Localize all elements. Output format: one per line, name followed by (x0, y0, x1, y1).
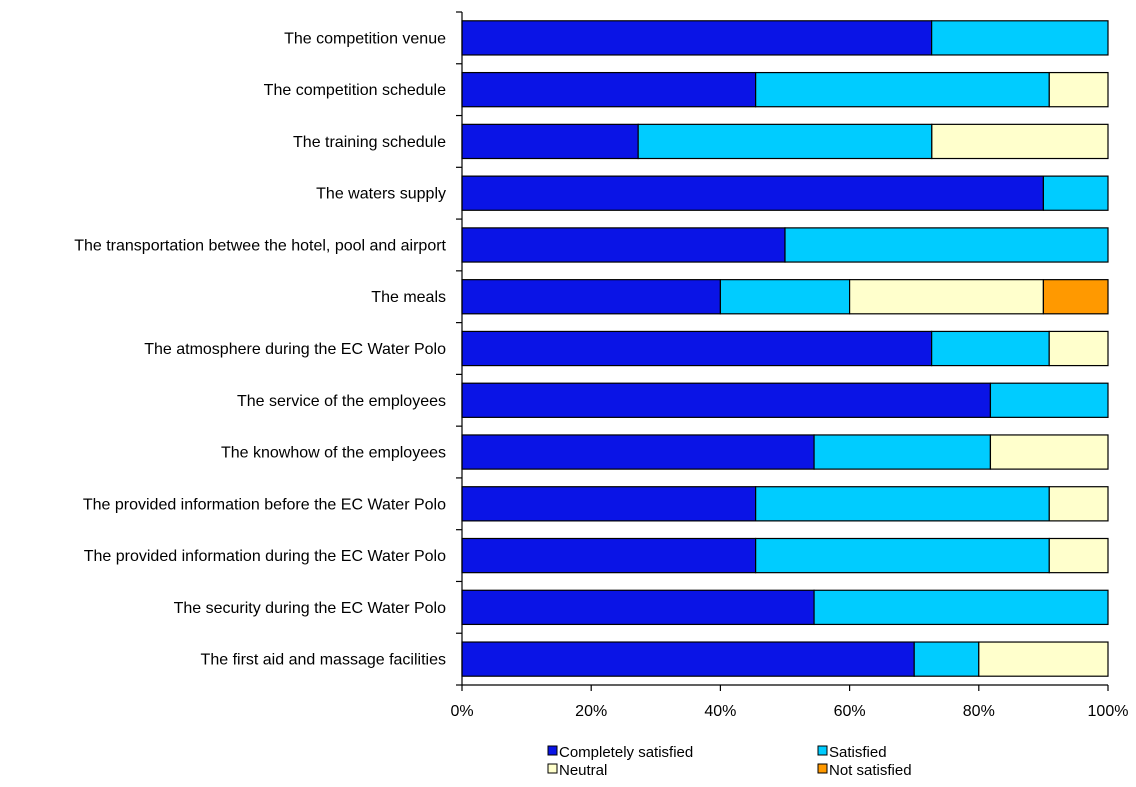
bars-group (461, 20, 1109, 677)
category-label: The service of the employees (237, 393, 446, 410)
bar-segment (784, 227, 1109, 263)
bar-segment (461, 641, 915, 677)
bar-segment (461, 175, 1045, 211)
category-label: The transportation betwee the hotel, poo… (74, 237, 446, 254)
bar-segment (978, 641, 1109, 677)
bar-segment (755, 71, 1050, 108)
x-axis: 0% 20% 40% 60% 80% 100% (450, 11, 1129, 720)
category-label: The security during the EC Water Polo (174, 600, 447, 617)
bar-segment (989, 382, 1109, 418)
bar-segment (1042, 175, 1109, 211)
bar-segment (1042, 279, 1109, 315)
category-label: The provided information before the EC W… (83, 496, 446, 513)
bar-segment (931, 330, 1050, 367)
category-label: The training schedule (293, 134, 446, 151)
x-tick-label: 100% (1088, 703, 1129, 720)
bar-segment (813, 434, 992, 470)
bar-segment (461, 71, 757, 108)
bar-segment (931, 20, 1109, 56)
bar-segment (461, 382, 992, 418)
category-label: The competition schedule (264, 82, 446, 99)
x-tick-label: 60% (834, 703, 866, 720)
legend-label: Completely satisfied (559, 744, 693, 761)
bar-segment (755, 486, 1050, 522)
category-label: The first aid and massage facilities (201, 652, 446, 669)
bar-segment (461, 123, 639, 160)
bar-segment (989, 434, 1109, 470)
category-label: The knowhow of the employees (221, 445, 446, 462)
category-label: The atmosphere during the EC Water Polo (144, 341, 446, 358)
category-label: The provided information during the EC W… (84, 548, 446, 565)
bar-segment (1048, 330, 1109, 367)
bar-segment (461, 227, 786, 263)
bar-segment (461, 434, 815, 470)
bar-segment (913, 641, 980, 677)
bar-segment (637, 123, 933, 160)
x-tick-label: 80% (963, 703, 995, 720)
bar-segment (1048, 486, 1109, 522)
bar-segment (461, 589, 815, 626)
bar-segment (813, 589, 1109, 626)
legend-label: Neutral (559, 762, 607, 779)
bar-segment (461, 486, 757, 522)
category-labels: The competition venue The competition sch… (74, 30, 446, 668)
x-tick-label: 0% (450, 703, 473, 720)
bar-segment (1048, 537, 1109, 574)
bar-segment (461, 330, 933, 367)
bar-segment (848, 279, 1044, 315)
bar-segment (461, 20, 933, 56)
bar-segment (755, 537, 1050, 574)
bar-segment (461, 279, 721, 315)
legend-swatch (817, 745, 828, 756)
x-tick-label: 40% (704, 703, 736, 720)
bar-segment (1048, 71, 1109, 108)
category-label: The waters supply (316, 186, 446, 203)
legend-swatch (547, 763, 558, 774)
legend: Completely satisfied Satisfied Neutral Not … (547, 744, 912, 779)
bar-segment (461, 537, 757, 574)
legend-swatch (547, 745, 558, 756)
bar-segment (719, 279, 851, 315)
legend-label: Satisfied (829, 744, 887, 761)
category-label: The meals (371, 289, 446, 306)
x-tick-label: 20% (575, 703, 607, 720)
bar-segment (931, 123, 1109, 160)
legend-swatch (817, 763, 828, 774)
category-label: The competition venue (284, 30, 446, 47)
legend-label: Not satisfied (829, 762, 912, 779)
